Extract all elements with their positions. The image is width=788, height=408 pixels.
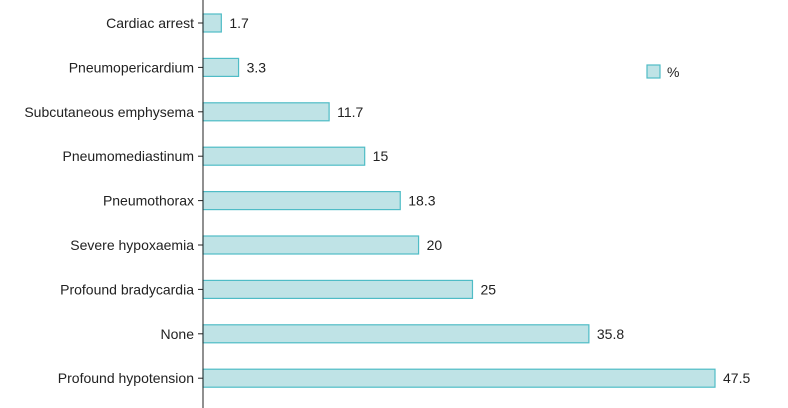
value-label: 20 <box>427 237 443 253</box>
category-label: Cardiac arrest <box>106 15 194 31</box>
bar <box>202 57 240 78</box>
category-label: Pneumopericardium <box>69 59 194 75</box>
category-label: Severe hypoxaemia <box>70 237 194 253</box>
category-labels: Cardiac arrest Pneumopericardium Subcutane… <box>24 15 194 386</box>
bars-group <box>202 13 716 388</box>
value-label: 18.3 <box>408 193 435 209</box>
category-label: Subcutaneous emphysema <box>24 104 194 120</box>
value-label: 47.5 <box>723 370 750 386</box>
category-label: Pneumothorax <box>103 193 194 209</box>
value-label: 35.8 <box>597 326 624 342</box>
bar <box>202 146 366 166</box>
category-label: Pneumomediastinum <box>62 148 194 164</box>
bar <box>202 102 330 122</box>
bar <box>202 368 716 388</box>
category-label: None <box>161 326 195 342</box>
category-label: Profound bradycardia <box>60 281 194 297</box>
bar <box>202 279 474 299</box>
y-axis <box>198 0 204 408</box>
bar <box>202 13 222 33</box>
legend: % <box>646 64 679 80</box>
legend-label: % <box>667 64 679 80</box>
bar <box>202 324 590 344</box>
category-label: Profound hypotension <box>58 370 194 386</box>
legend-swatch <box>646 64 661 79</box>
value-label: 15 <box>373 148 389 164</box>
value-label: 3.3 <box>247 59 267 75</box>
value-label: 11.7 <box>337 104 363 120</box>
value-label: 1.7 <box>229 15 249 31</box>
value-labels: 1.7 3.3 11.7 15 18.3 20 25 35.8 47.5 <box>229 15 750 386</box>
bar <box>202 191 401 211</box>
value-label: 25 <box>480 281 496 297</box>
bar <box>202 235 420 255</box>
